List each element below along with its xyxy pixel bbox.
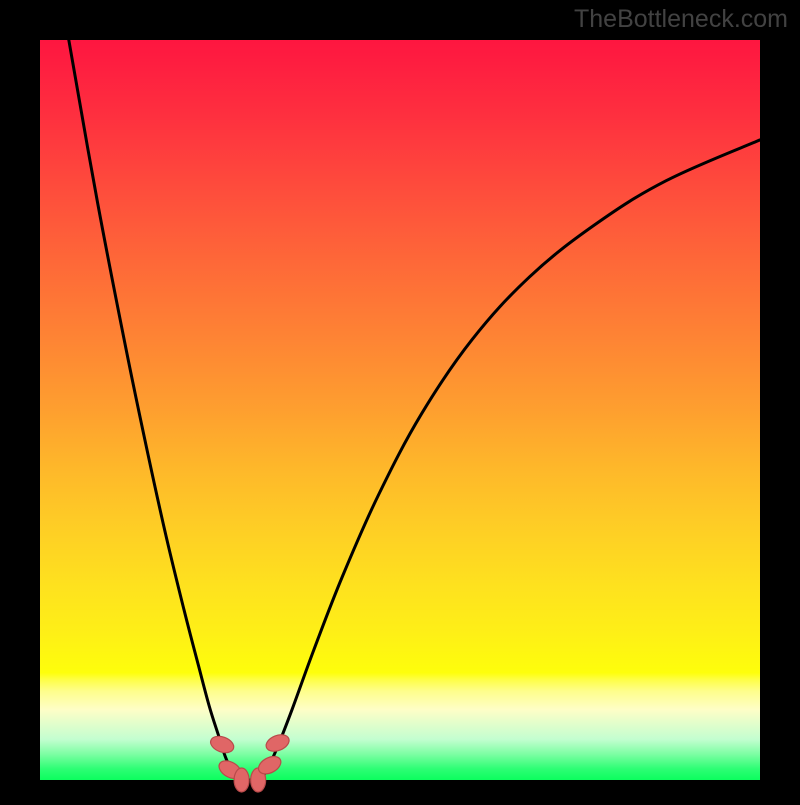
bottleneck-chart: [0, 0, 800, 800]
gradient-background: [40, 40, 760, 780]
chart-svg: [0, 0, 800, 800]
valley-marker: [234, 768, 249, 792]
watermark-text: TheBottleneck.com: [574, 5, 788, 34]
